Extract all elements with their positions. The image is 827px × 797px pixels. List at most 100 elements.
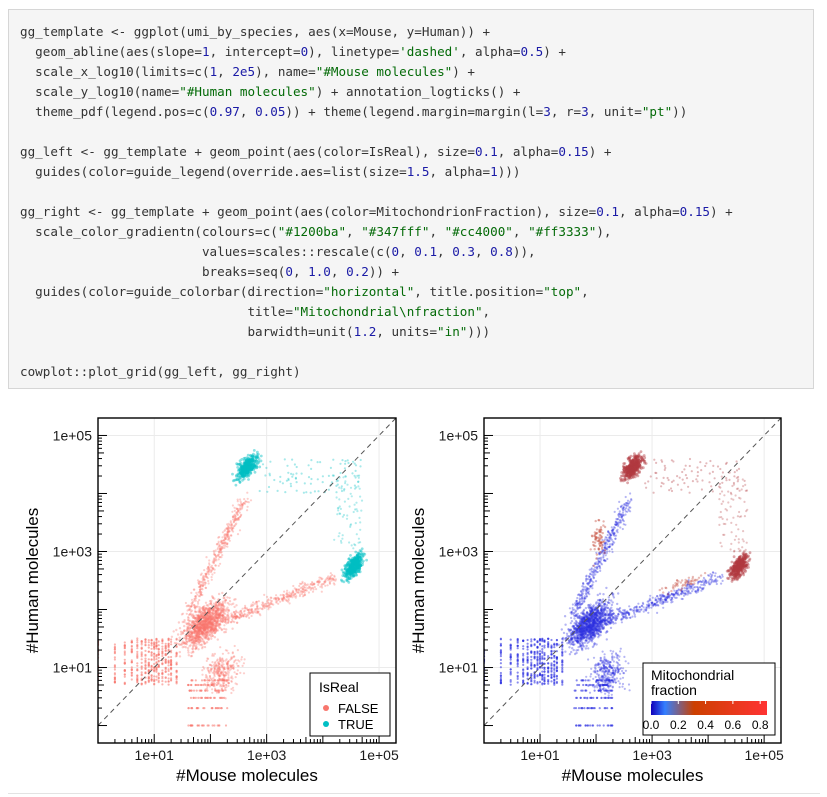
data-point	[198, 607, 201, 611]
data-point	[591, 707, 594, 710]
data-point	[547, 669, 550, 672]
code-text: , alpha=	[619, 204, 680, 219]
data-point	[338, 505, 341, 508]
data-point	[219, 626, 222, 630]
data-point	[357, 552, 361, 556]
data-point	[209, 623, 212, 626]
data-point	[230, 620, 233, 624]
data-point	[190, 613, 193, 616]
data-point	[202, 615, 206, 618]
data-point	[197, 611, 200, 614]
data-point	[213, 631, 216, 635]
data-point	[541, 645, 544, 648]
code-number: 0	[285, 264, 293, 279]
data-point	[200, 625, 203, 628]
data-point	[256, 462, 259, 465]
data-point	[113, 650, 116, 653]
data-point	[196, 616, 199, 619]
data-point	[153, 645, 156, 648]
data-point	[555, 639, 559, 642]
data-point	[526, 648, 529, 651]
data-point	[215, 690, 218, 693]
data-point	[208, 612, 211, 615]
data-point	[208, 612, 211, 616]
data-point	[213, 636, 217, 639]
data-point	[237, 517, 240, 520]
data-point	[194, 634, 197, 637]
data-point	[214, 621, 217, 624]
data-point	[292, 584, 295, 588]
code-string: "#Mouse molecules"	[315, 64, 453, 79]
data-point	[205, 633, 208, 636]
data-point	[522, 657, 525, 660]
data-point	[161, 639, 164, 643]
data-point	[547, 645, 550, 648]
data-point	[359, 528, 362, 531]
data-point	[198, 626, 201, 629]
data-point	[295, 590, 298, 593]
data-point	[252, 465, 256, 468]
data-point	[288, 591, 291, 594]
data-point	[195, 639, 198, 642]
data-point	[338, 498, 341, 501]
data-point	[516, 640, 519, 643]
data-point	[204, 635, 208, 638]
data-point	[196, 619, 199, 622]
data-point	[216, 707, 219, 710]
data-point	[522, 654, 525, 657]
code-text: guides(color=guide_colorbar(direction=	[20, 284, 324, 299]
code-text: values=scales::rescale(c(	[20, 244, 392, 259]
data-point	[214, 612, 218, 615]
data-point	[205, 624, 209, 627]
data-point	[140, 647, 143, 650]
data-point	[223, 601, 227, 604]
data-point	[526, 642, 529, 645]
data-point	[228, 539, 231, 542]
data-point	[215, 616, 218, 619]
data-point	[217, 564, 220, 567]
data-point	[192, 628, 196, 631]
data-point	[189, 610, 192, 613]
data-point	[113, 643, 116, 646]
data-point	[200, 627, 203, 630]
data-point	[195, 610, 198, 613]
data-point	[509, 680, 512, 683]
data-point	[332, 458, 335, 461]
data-point	[221, 546, 224, 549]
data-point	[206, 618, 210, 621]
data-point	[598, 707, 601, 710]
data-point	[214, 630, 217, 633]
data-point	[241, 607, 244, 610]
data-point	[348, 541, 351, 544]
data-point	[536, 658, 539, 661]
data-point	[318, 579, 321, 582]
data-point	[186, 640, 189, 644]
data-point	[355, 501, 358, 504]
data-point	[204, 622, 208, 625]
data-point	[219, 614, 222, 618]
data-point	[200, 621, 203, 624]
data-point	[339, 507, 342, 510]
data-point	[211, 688, 214, 691]
data-point	[198, 628, 202, 631]
code-text: barwidth=unit(	[20, 324, 354, 339]
data-point	[341, 534, 344, 537]
code-number: 0.5	[520, 44, 544, 59]
data-point	[147, 680, 150, 684]
code-line: cowplot::plot_grid(gg_left, gg_right)	[20, 362, 803, 382]
data-point	[200, 607, 203, 610]
data-point	[157, 674, 160, 677]
data-point	[331, 474, 334, 477]
data-point	[224, 697, 227, 700]
data-point	[313, 490, 316, 493]
data-point	[209, 628, 212, 632]
data-point	[202, 615, 205, 618]
data-point	[547, 642, 550, 645]
data-point	[203, 608, 206, 612]
data-point	[217, 671, 220, 674]
code-text: ), name=	[255, 64, 316, 79]
data-point	[214, 628, 218, 631]
data-point	[130, 651, 133, 654]
data-point	[593, 689, 596, 692]
